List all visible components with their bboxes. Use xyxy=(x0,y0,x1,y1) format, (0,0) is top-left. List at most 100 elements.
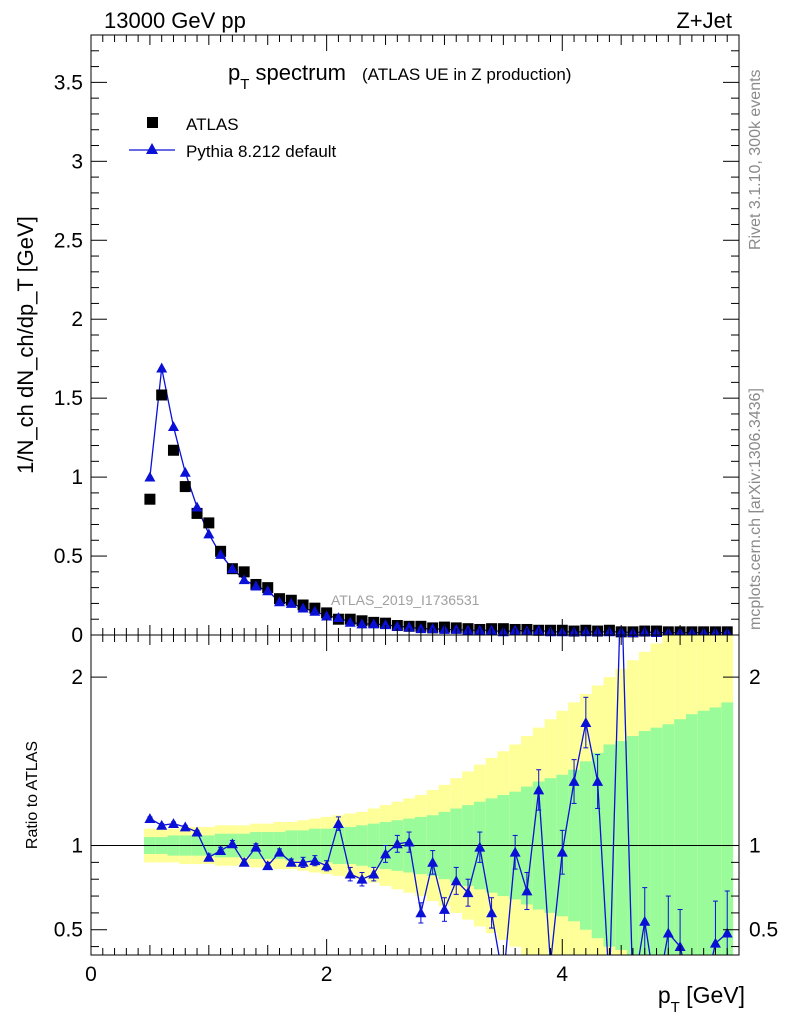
xlabel-p: p xyxy=(658,982,671,1008)
ratio-marker xyxy=(167,818,179,829)
uncertainty-band-inner xyxy=(674,719,686,955)
mc-marker xyxy=(226,563,238,574)
main-ytick-label: 1 xyxy=(71,466,83,489)
ratio-ytick-label: 2 xyxy=(71,666,83,689)
main-ytick-label: 0.5 xyxy=(54,545,83,568)
mc-marker xyxy=(156,362,168,373)
ratio-marker xyxy=(321,860,333,871)
ratio-marker xyxy=(156,819,168,830)
main-ytick-label: 2 xyxy=(71,308,83,331)
mc-marker xyxy=(356,618,368,629)
ratio-marker xyxy=(533,784,545,795)
main-ylabel: 1/N_ch dN_ch/dp_T [GeV] xyxy=(13,216,38,474)
title-word: spectrum xyxy=(249,60,346,85)
xlabel: pT [GeV] xyxy=(658,982,745,1016)
mc-marker xyxy=(144,471,156,482)
plot-title: pT spectrum xyxy=(228,60,346,93)
title-p: p xyxy=(228,60,240,85)
atlas-marker xyxy=(191,507,203,519)
analysis-label: ATLAS_2019_I1736531 xyxy=(331,592,480,608)
ratio-xtick-label: 0 xyxy=(85,963,97,986)
ratio-marker xyxy=(403,836,415,847)
ratio-marker xyxy=(474,841,486,852)
xlabel-unit: [GeV] xyxy=(680,982,745,1008)
ratio-marker xyxy=(391,838,403,849)
mc-marker xyxy=(403,621,415,632)
ratio-ytick-label: 1 xyxy=(71,835,83,858)
main-ytick-label: 3.5 xyxy=(54,71,83,94)
ratio-marker xyxy=(639,915,651,926)
legend-atlas-label: ATLAS xyxy=(186,115,239,134)
mc-marker xyxy=(285,597,297,608)
mc-marker xyxy=(391,620,403,631)
uncertainty-band-inner xyxy=(662,724,675,955)
ratio-marker xyxy=(344,868,356,879)
ratio-marker xyxy=(462,887,474,898)
mc-marker xyxy=(309,605,321,616)
mc-marker xyxy=(274,596,286,607)
mc-marker xyxy=(297,602,309,613)
atlas-marker xyxy=(167,444,179,456)
ratio-marker xyxy=(226,838,238,849)
ratio-marker xyxy=(450,875,462,886)
main-ytick-label: 1.5 xyxy=(54,387,83,410)
ratio-marker xyxy=(415,907,427,918)
ratio-marker xyxy=(509,846,521,857)
main-ytick-label: 3 xyxy=(71,150,83,173)
atlas-marker xyxy=(144,493,156,505)
mcplots-note: mcplots.cern.ch [arXiv:1306.3436] xyxy=(747,388,764,630)
mc-marker xyxy=(179,466,191,477)
main-panel: 0 0.5 1 1.5 2 2.5 3 3.5 pT spectrum (ATLAS UE i… xyxy=(13,34,740,647)
ratio-marker xyxy=(380,848,392,859)
ratio-ytick-label-right: 2 xyxy=(749,666,761,689)
header-process: Z+Jet xyxy=(676,8,732,33)
ratio-ticks: 0.5 1 2 0.5 1 2 0 2 4 xyxy=(54,635,778,986)
rivet-note: Rivet 3.1.10, 300k events xyxy=(747,69,764,250)
ratio-xtick-label: 4 xyxy=(556,963,568,986)
mc-marker xyxy=(238,574,250,585)
main-ytick-label: 0 xyxy=(71,624,83,647)
ratio-xtick-label: 2 xyxy=(321,963,333,986)
ratio-marker xyxy=(438,904,450,914)
title-subscript: T xyxy=(240,76,249,93)
mc-marker xyxy=(262,585,274,596)
mc-marker xyxy=(380,619,392,630)
legend-pythia-marker xyxy=(146,143,158,154)
legend-pythia-label: Pythia 8.212 default xyxy=(186,142,337,161)
plot-title-extra: (ATLAS UE in Z production) xyxy=(362,65,571,84)
mc-marker xyxy=(344,616,356,627)
ratio-marker xyxy=(203,851,215,862)
ratio-marker xyxy=(556,846,568,857)
ratio-marker xyxy=(250,841,262,852)
ratio-ytick-label: 0.5 xyxy=(54,919,83,942)
ratio-marker xyxy=(179,821,191,832)
main-ticks: 0 0.5 1 1.5 2 2.5 3 3.5 xyxy=(54,34,740,647)
ratio-marker xyxy=(262,860,274,871)
main-ytick-label: 2.5 xyxy=(54,229,83,252)
ratio-marker xyxy=(274,846,286,857)
mc-marker xyxy=(321,610,333,621)
ratio-marker xyxy=(427,856,439,867)
ratio-marker xyxy=(144,813,156,823)
atlas-marker xyxy=(179,481,191,493)
ratio-marker xyxy=(368,868,380,879)
ratio-marker xyxy=(332,818,344,829)
ratio-marker xyxy=(191,826,203,837)
uncertainty-band-inner xyxy=(709,707,722,955)
ratio-marker xyxy=(297,856,309,867)
ratio-data-layer xyxy=(91,635,739,956)
mc-marker xyxy=(215,548,227,559)
ratio-marker xyxy=(486,907,498,918)
ratio-marker xyxy=(521,885,533,896)
atlas-marker xyxy=(203,517,215,529)
mc-marker xyxy=(250,580,262,591)
atlas-marker xyxy=(156,389,168,401)
mc-marker xyxy=(191,501,203,512)
ratio-marker xyxy=(580,717,592,727)
uncertainty-band-inner xyxy=(721,702,734,955)
ratio-marker xyxy=(709,937,721,948)
uncertainty-band-inner xyxy=(697,710,710,955)
mc-marker xyxy=(368,618,380,629)
uncertainty-band-inner xyxy=(685,714,698,955)
